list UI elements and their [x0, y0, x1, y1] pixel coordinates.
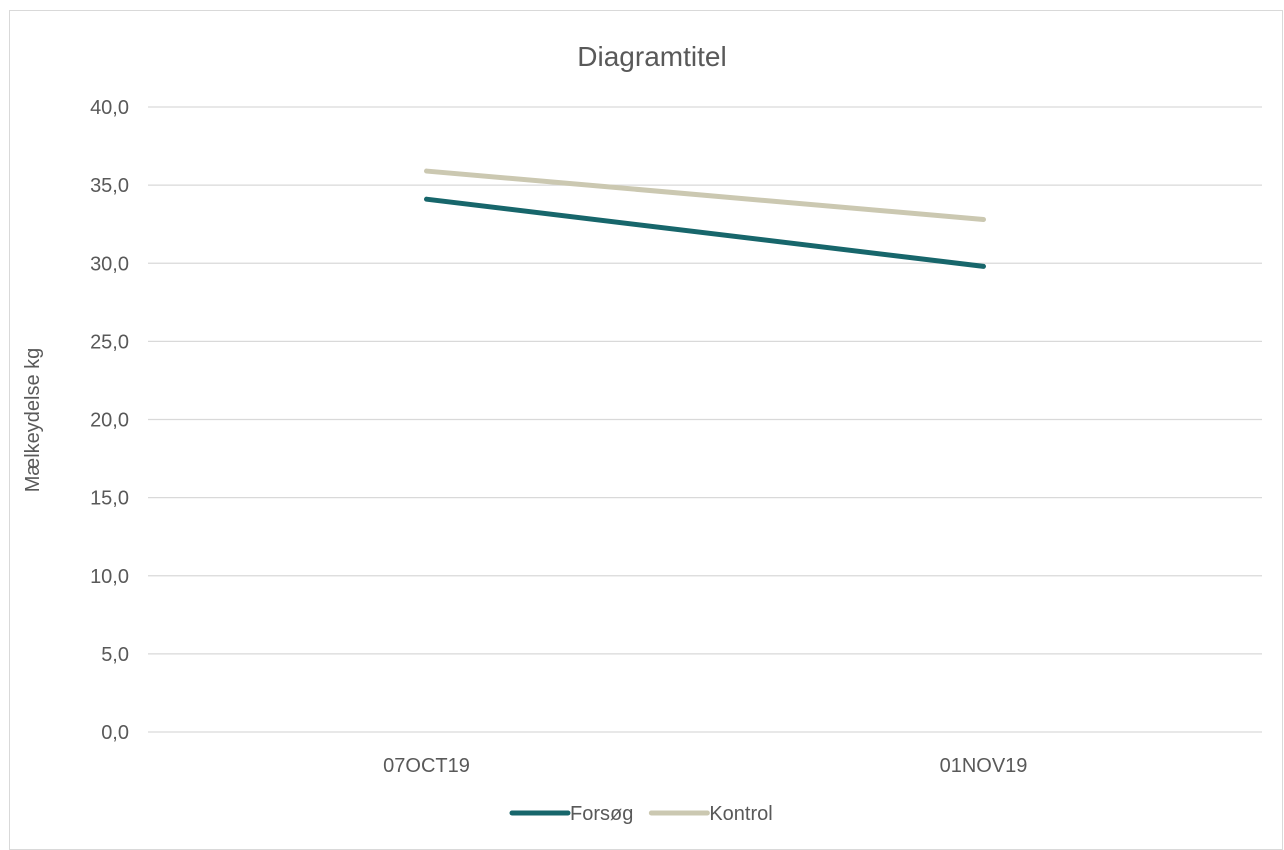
- y-tick-label: 0,0: [101, 722, 129, 744]
- legend-label: Forsøg: [570, 803, 633, 825]
- y-tick-label: 30,0: [90, 253, 129, 275]
- y-tick-label: 20,0: [90, 410, 129, 432]
- legend-label: Kontrol: [709, 803, 772, 825]
- x-tick-label: 07OCT19: [383, 755, 470, 777]
- y-axis-ticks: 0,0 5,0 10,0 15,0 20,0 25,0 30,0 35,0 40,0: [90, 97, 129, 744]
- gridlines: [148, 107, 1262, 732]
- series-line: [427, 171, 984, 219]
- y-axis-label: Mælkeydelse kg: [22, 348, 44, 493]
- chart-title: Diagramtitel: [577, 41, 726, 72]
- y-tick-label: 35,0: [90, 175, 129, 197]
- legend: Forsøg Kontrol: [512, 803, 773, 825]
- x-axis-ticks: 07OCT19 01NOV19: [383, 755, 1027, 777]
- y-tick-label: 40,0: [90, 97, 129, 119]
- series-line: [427, 199, 984, 266]
- y-tick-label: 5,0: [101, 644, 129, 666]
- y-tick-label: 15,0: [90, 488, 129, 510]
- x-tick-label: 01NOV19: [940, 755, 1028, 777]
- y-tick-label: 10,0: [90, 566, 129, 588]
- y-tick-label: 25,0: [90, 331, 129, 353]
